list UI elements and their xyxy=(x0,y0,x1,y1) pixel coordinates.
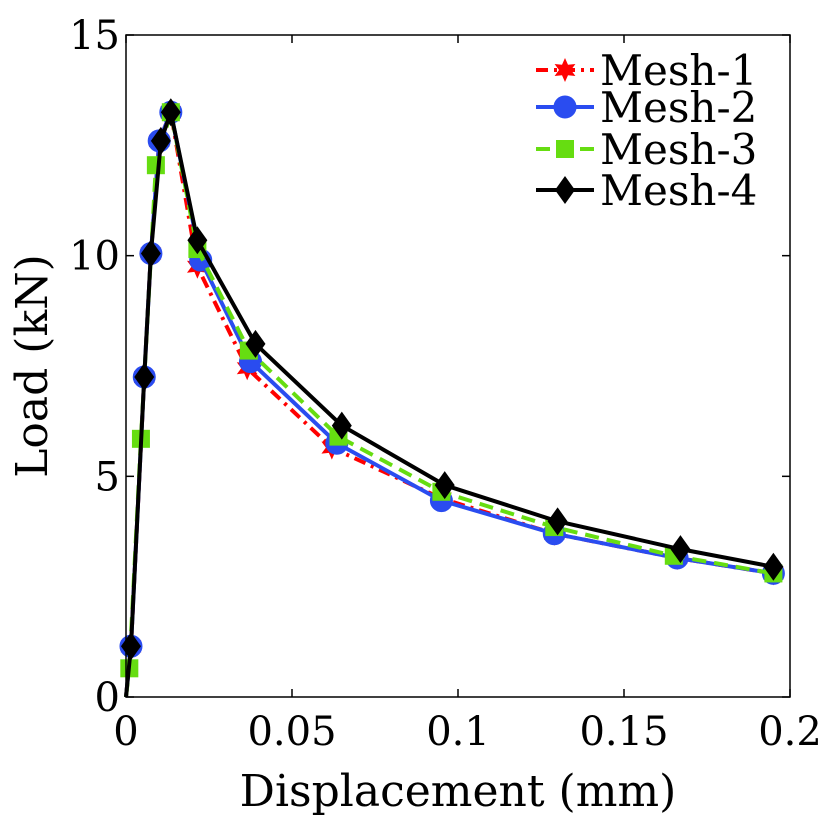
legend-marker xyxy=(554,58,576,82)
x-axis-ticks: 0 0.05 0.1 0.15 0.2 xyxy=(113,35,822,755)
legend-label: Mesh-2 xyxy=(600,83,757,132)
mesh-4-point xyxy=(331,411,352,440)
y-tick-label: 15 xyxy=(69,13,120,59)
legend-label: Mesh-3 xyxy=(600,125,757,174)
mesh-4-point xyxy=(670,535,691,564)
y-tick-label: 0 xyxy=(95,675,120,721)
legend-entry-mesh-1: Mesh-1 xyxy=(536,46,757,95)
plot-series xyxy=(119,98,785,698)
y-tick-label: 10 xyxy=(69,234,120,280)
mesh-4-point xyxy=(150,126,171,155)
y-axis-ticks: 0 5 10 15 xyxy=(69,13,790,721)
mesh-4-point xyxy=(763,552,784,581)
mesh-4-point xyxy=(134,363,155,392)
legend-entry-mesh-3: Mesh-3 xyxy=(536,125,757,174)
legend-label: Mesh-1 xyxy=(600,46,757,95)
legend-marker xyxy=(553,95,577,119)
mesh-4-point xyxy=(547,507,568,536)
legend-marker xyxy=(555,176,575,204)
x-tick-label: 0.2 xyxy=(758,709,822,755)
legend-entry-mesh-4: Mesh-4 xyxy=(536,166,757,215)
mesh-4-point xyxy=(160,98,181,127)
y-axis-label: Load (kN) xyxy=(7,254,58,478)
mesh-4-point xyxy=(140,239,161,268)
y-tick-label: 5 xyxy=(95,454,120,500)
mesh-3-point xyxy=(146,156,165,175)
legend-label: Mesh-4 xyxy=(600,166,757,215)
mesh-4-point xyxy=(187,226,208,255)
x-tick-label: 0.15 xyxy=(579,709,668,755)
mesh-4-point xyxy=(434,471,455,500)
legend-entry-mesh-2: Mesh-2 xyxy=(536,83,757,132)
x-tick-label: 0.1 xyxy=(426,709,490,755)
x-tick-label: 0.05 xyxy=(247,709,336,755)
x-axis-label: Displacement (mm) xyxy=(240,766,677,817)
mesh-4-series xyxy=(120,98,784,698)
mesh-4-point xyxy=(245,329,266,358)
x-tick-label: 0 xyxy=(113,709,138,755)
legend-marker xyxy=(556,140,574,158)
